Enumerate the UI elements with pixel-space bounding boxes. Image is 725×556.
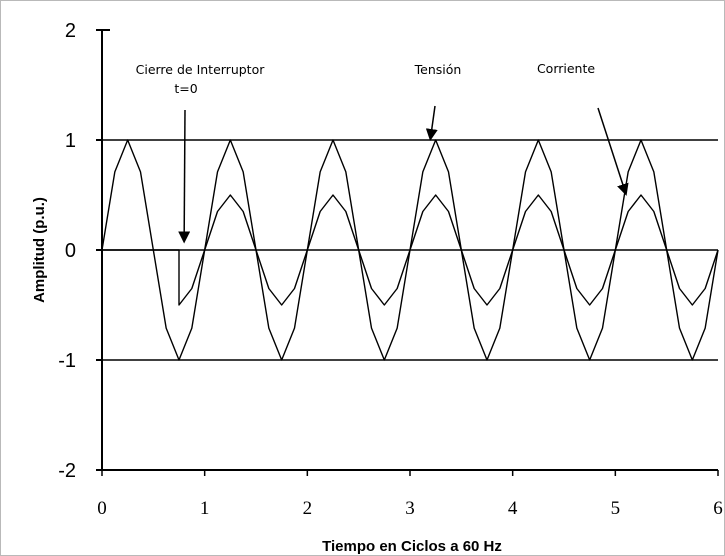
x-tick-label: 0	[97, 498, 107, 519]
x-tick-label: 6	[713, 498, 723, 519]
annotation-tension-arrow	[425, 105, 438, 141]
x-tick-label: 3	[405, 498, 415, 519]
y-axis-label: Amplitud (p.u.)	[31, 197, 48, 303]
y-tick-label: -1	[58, 350, 76, 372]
annotation-cierre-text: t=0	[174, 81, 197, 96]
annotation-cierre-text: Cierre de Interruptor	[136, 62, 266, 77]
annotation-cierre-arrow	[178, 109, 191, 244]
series-line-corriente	[102, 194, 719, 306]
y-tick-label: -2	[58, 460, 76, 482]
y-tick-label: 2	[65, 20, 76, 42]
x-tick-label: 1	[200, 498, 210, 519]
x-axis-label: Tiempo en Ciclos a 60 Hz	[322, 538, 502, 555]
x-tick-label: 2	[303, 498, 313, 519]
y-tick-label: 0	[65, 240, 76, 262]
annotation-corriente-text: Corriente	[537, 61, 595, 76]
x-tick-label: 5	[611, 498, 621, 519]
x-tick-label: 4	[508, 498, 518, 519]
annotation-corriente-arrow	[597, 107, 629, 196]
y-tick-label: 1	[65, 130, 76, 152]
annotation-tension-text: Tensión	[414, 62, 462, 77]
